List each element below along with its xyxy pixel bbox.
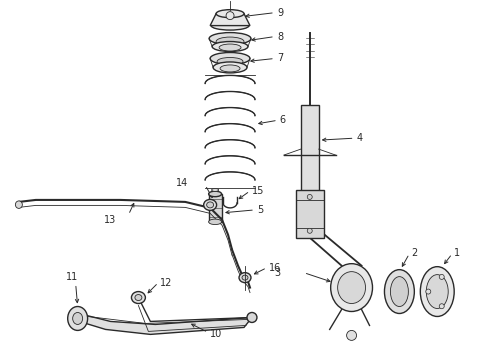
Circle shape bbox=[346, 330, 357, 340]
Text: 5: 5 bbox=[257, 205, 263, 215]
Ellipse shape bbox=[239, 273, 251, 283]
Circle shape bbox=[439, 304, 444, 309]
Text: 7: 7 bbox=[277, 54, 283, 63]
Ellipse shape bbox=[131, 292, 146, 303]
Circle shape bbox=[307, 194, 312, 199]
Text: 9: 9 bbox=[277, 8, 283, 18]
Polygon shape bbox=[83, 315, 252, 334]
Ellipse shape bbox=[135, 294, 142, 301]
Text: 11: 11 bbox=[66, 272, 78, 282]
Text: 15: 15 bbox=[252, 186, 264, 196]
Text: 12: 12 bbox=[160, 278, 172, 288]
Text: 6: 6 bbox=[280, 115, 286, 125]
Text: 4: 4 bbox=[357, 133, 363, 143]
Bar bbox=[296, 190, 324, 238]
Text: 8: 8 bbox=[277, 32, 283, 41]
Ellipse shape bbox=[213, 62, 247, 73]
Bar bbox=[301, 105, 318, 210]
Ellipse shape bbox=[73, 312, 83, 324]
Text: 2: 2 bbox=[412, 248, 417, 258]
Circle shape bbox=[307, 228, 312, 233]
Ellipse shape bbox=[220, 65, 240, 72]
Text: 3: 3 bbox=[274, 267, 280, 278]
Text: 1: 1 bbox=[454, 248, 460, 258]
Ellipse shape bbox=[331, 264, 372, 311]
Ellipse shape bbox=[247, 312, 257, 323]
Ellipse shape bbox=[338, 272, 366, 303]
Ellipse shape bbox=[217, 58, 243, 66]
Ellipse shape bbox=[385, 270, 415, 314]
Circle shape bbox=[226, 12, 234, 20]
Ellipse shape bbox=[15, 201, 23, 208]
Ellipse shape bbox=[212, 189, 219, 192]
Ellipse shape bbox=[420, 267, 454, 316]
Ellipse shape bbox=[210, 53, 250, 64]
Text: 10: 10 bbox=[210, 329, 222, 339]
Ellipse shape bbox=[391, 276, 408, 306]
Ellipse shape bbox=[212, 41, 248, 51]
Ellipse shape bbox=[216, 37, 244, 46]
Bar bbox=[209, 194, 221, 222]
Polygon shape bbox=[210, 14, 250, 26]
Ellipse shape bbox=[209, 32, 251, 45]
Text: 14: 14 bbox=[176, 178, 188, 188]
Ellipse shape bbox=[242, 275, 248, 280]
Ellipse shape bbox=[216, 10, 244, 18]
Ellipse shape bbox=[68, 306, 88, 330]
Ellipse shape bbox=[426, 275, 448, 309]
Circle shape bbox=[426, 289, 431, 294]
Ellipse shape bbox=[219, 44, 241, 51]
Ellipse shape bbox=[209, 219, 221, 225]
Text: 16: 16 bbox=[269, 263, 281, 273]
Text: 13: 13 bbox=[104, 215, 117, 225]
Ellipse shape bbox=[207, 202, 214, 208]
Ellipse shape bbox=[209, 191, 221, 197]
Ellipse shape bbox=[204, 199, 217, 210]
Ellipse shape bbox=[211, 21, 249, 30]
Circle shape bbox=[439, 274, 444, 279]
